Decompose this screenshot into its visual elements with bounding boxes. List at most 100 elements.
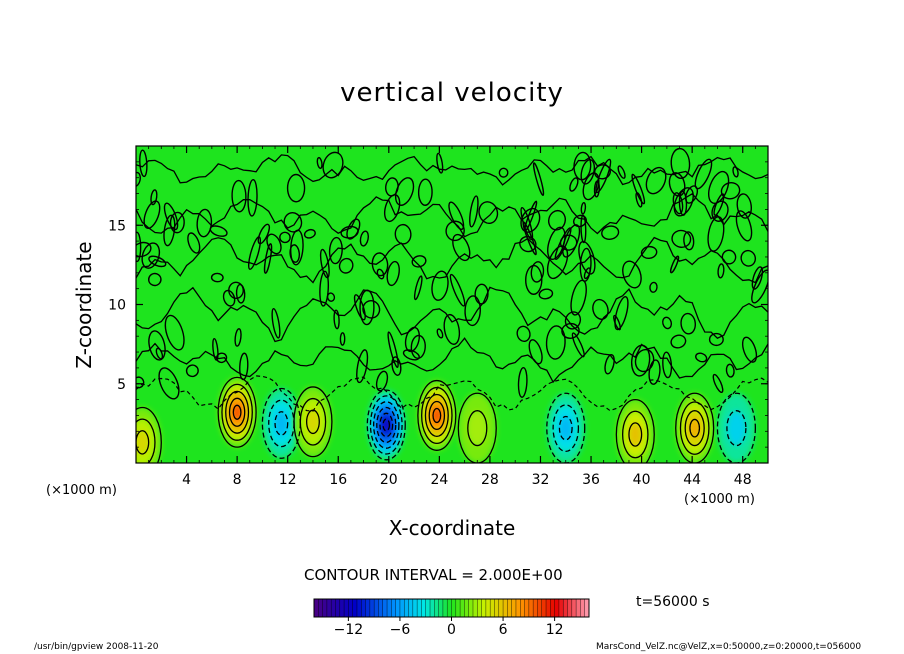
velocity-cell-level bbox=[689, 419, 700, 437]
contour-ring bbox=[424, 393, 449, 438]
contour-ring bbox=[383, 194, 401, 223]
contour-ring bbox=[221, 383, 253, 441]
x-axis-label: X-coordinate bbox=[388, 516, 516, 540]
contour-ring bbox=[187, 232, 201, 254]
contour-ring bbox=[617, 165, 626, 179]
colorbar-tick-label: −12 bbox=[334, 622, 364, 638]
contour-ring bbox=[726, 410, 747, 447]
contour-ring bbox=[136, 376, 145, 389]
contour-ring bbox=[604, 354, 615, 375]
colorbar-segment bbox=[468, 599, 474, 617]
colorbar-segment bbox=[528, 599, 534, 617]
contour-ring bbox=[452, 233, 471, 262]
contour-ring bbox=[580, 202, 587, 215]
colorbar-segment bbox=[365, 599, 371, 617]
contour-ring bbox=[645, 166, 667, 195]
velocity-cell-level bbox=[383, 419, 390, 431]
contour-ring bbox=[432, 407, 442, 424]
contour-ring bbox=[319, 270, 330, 307]
contour-ring bbox=[271, 308, 281, 339]
contour-ring bbox=[516, 325, 531, 343]
contour-ring bbox=[684, 185, 699, 204]
colorbar-segment bbox=[494, 599, 500, 617]
contour-ring bbox=[196, 208, 213, 238]
contour-ring bbox=[210, 272, 224, 283]
x-tick-label: 12 bbox=[279, 472, 297, 488]
colorbar-segment bbox=[412, 599, 418, 617]
contour-ring bbox=[740, 249, 757, 267]
colorbar-segment bbox=[485, 599, 491, 617]
contour-ring bbox=[428, 400, 446, 431]
contour-ring bbox=[421, 386, 453, 444]
colorbar-segment bbox=[455, 599, 461, 617]
velocity-cell bbox=[546, 393, 585, 463]
colorbar-segment bbox=[399, 599, 405, 617]
contour-ring bbox=[346, 218, 361, 240]
contour-ring bbox=[538, 288, 554, 300]
contour-ring bbox=[143, 200, 161, 229]
contour-ring bbox=[164, 314, 185, 351]
colorbar-segment bbox=[571, 599, 577, 617]
time-label: t=56000 s bbox=[636, 594, 710, 610]
contour-ring bbox=[431, 270, 449, 301]
contour-ring bbox=[326, 292, 336, 302]
colorbar-tick-label: 12 bbox=[546, 622, 564, 638]
colorbar-segment bbox=[584, 599, 590, 617]
contour-ring bbox=[136, 418, 156, 463]
contour-ring bbox=[716, 392, 757, 463]
contour-ring bbox=[293, 386, 333, 458]
contour-ring bbox=[601, 225, 620, 240]
contour-ring bbox=[546, 392, 586, 463]
contour-ring bbox=[712, 373, 724, 394]
contour-ring bbox=[558, 415, 573, 441]
contour-ring bbox=[303, 228, 316, 239]
contour-line bbox=[136, 154, 768, 186]
contour-ring bbox=[751, 266, 764, 290]
colorbar-segment bbox=[314, 599, 319, 617]
contour-ring bbox=[136, 231, 142, 263]
contour-ring bbox=[634, 348, 655, 373]
velocity-cell bbox=[616, 399, 655, 463]
contour-ring bbox=[376, 406, 397, 444]
velocity-cell-level bbox=[233, 405, 241, 420]
contour-ring bbox=[339, 332, 346, 346]
colorbar-segment bbox=[352, 599, 358, 617]
colorbar-segment bbox=[374, 599, 379, 617]
contour-ring bbox=[614, 296, 629, 331]
contour-ring bbox=[648, 359, 661, 385]
contour-ring bbox=[678, 190, 688, 216]
colorbar: −12 −6 0 6 12 bbox=[313, 598, 590, 638]
contour-ring bbox=[232, 404, 242, 420]
contour-ring bbox=[635, 192, 643, 208]
contour-ring bbox=[680, 312, 697, 335]
contour-ring bbox=[736, 193, 753, 219]
contour-ring bbox=[615, 398, 655, 463]
contour-ring bbox=[322, 151, 344, 179]
contour-ring bbox=[371, 252, 389, 277]
x-tick-label: 16 bbox=[329, 472, 347, 488]
contour-ring bbox=[413, 275, 423, 301]
x-tick-label: 20 bbox=[380, 472, 398, 488]
contour-ring bbox=[366, 389, 406, 461]
contour-ring bbox=[222, 289, 236, 307]
contour-ring bbox=[552, 404, 580, 453]
velocity-cell-level bbox=[275, 411, 288, 435]
y-tick-label: 5 bbox=[117, 377, 126, 393]
colorbar-segment bbox=[442, 599, 448, 617]
colorbar-segment bbox=[438, 599, 444, 617]
colorbar-segment bbox=[472, 599, 478, 617]
colorbar-segment bbox=[563, 599, 568, 617]
velocity-cell-level bbox=[136, 430, 149, 455]
contour-ring bbox=[353, 294, 366, 321]
colorbar-segment bbox=[382, 599, 388, 617]
contour-ring bbox=[631, 173, 646, 205]
contour-ring bbox=[671, 229, 692, 248]
colorbar-segment bbox=[322, 599, 328, 617]
contour-ring bbox=[662, 316, 673, 330]
colorbar-segment bbox=[498, 599, 504, 617]
contour-ring bbox=[147, 272, 162, 287]
contour-ring bbox=[443, 313, 461, 345]
x-tick-label: 36 bbox=[582, 472, 600, 488]
contour-ring bbox=[369, 395, 403, 455]
